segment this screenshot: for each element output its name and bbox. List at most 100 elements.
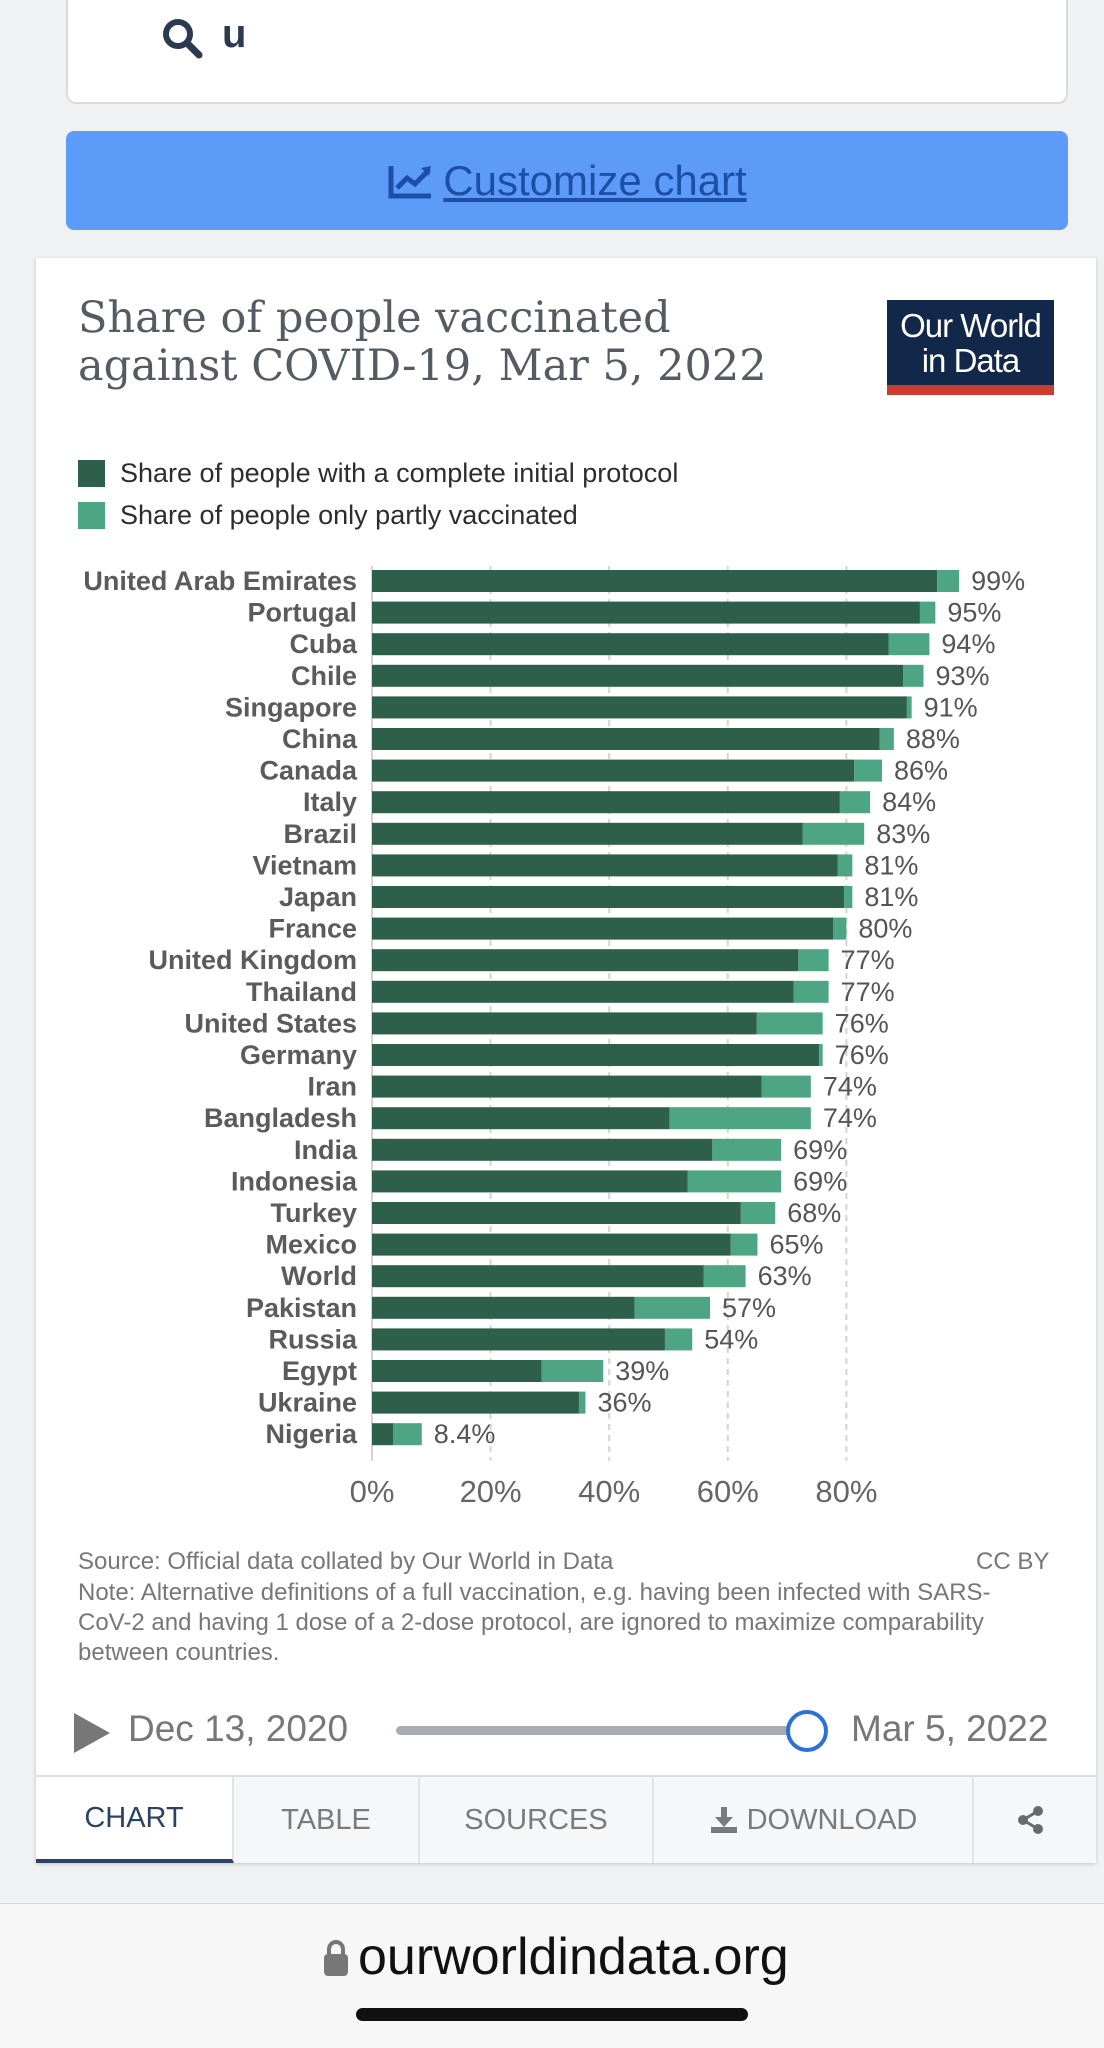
bar-complete — [372, 854, 838, 877]
bar-partly — [703, 1265, 746, 1288]
bar-partly — [669, 1107, 811, 1130]
country-label: Portugal — [247, 598, 357, 628]
bar-partly — [687, 1170, 782, 1193]
timeline-slider[interactable] — [396, 1726, 808, 1735]
value-label: 57% — [722, 1293, 776, 1323]
bar-partly — [541, 1360, 604, 1382]
country-label: Japan — [279, 882, 357, 912]
bar-complete — [372, 1107, 670, 1130]
value-label: 69% — [793, 1166, 847, 1196]
x-tick-label: 0% — [350, 1474, 395, 1509]
browser-url[interactable]: ourworldindata.org — [358, 1928, 789, 1986]
country-label: Thailand — [246, 977, 357, 1007]
value-label: 39% — [615, 1356, 669, 1386]
value-label: 8.4% — [434, 1419, 496, 1449]
bar-complete — [372, 917, 834, 940]
bar-partly — [730, 1233, 758, 1256]
value-label: 76% — [835, 1008, 889, 1038]
bar-partly — [712, 1138, 782, 1161]
customize-chart-button[interactable]: Customize chart — [66, 131, 1068, 230]
search-box[interactable]: u — [66, 0, 1068, 104]
tab-table[interactable]: TABLE — [234, 1777, 420, 1863]
timeline-start-label: Dec 13, 2020 — [128, 1708, 349, 1749]
value-label: 68% — [787, 1198, 841, 1228]
value-label: 77% — [841, 977, 895, 1007]
value-label: 94% — [941, 629, 995, 659]
timeline-handle[interactable] — [786, 1710, 828, 1752]
bar-complete — [372, 601, 920, 624]
bar-partly — [854, 759, 882, 782]
bar-complete — [372, 1423, 394, 1446]
country-label: Brazil — [283, 819, 357, 849]
value-label: 76% — [835, 1040, 889, 1070]
tab-chart[interactable]: CHART — [36, 1777, 234, 1863]
tab-sources[interactable]: SOURCES — [420, 1777, 654, 1863]
tab-download[interactable]: DOWNLOAD — [654, 1777, 974, 1863]
legend-label-partly: Share of people only partly vaccinated — [120, 499, 578, 530]
value-label: 83% — [876, 819, 930, 849]
bar-complete — [372, 1233, 731, 1256]
bar-complete — [372, 886, 845, 908]
x-tick-label: 80% — [815, 1474, 877, 1509]
value-label: 74% — [823, 1103, 877, 1133]
country-label: India — [294, 1135, 358, 1165]
value-label: 77% — [841, 945, 895, 975]
bar-partly — [819, 1044, 823, 1066]
bar-partly — [888, 633, 930, 656]
timeline-end-label: Mar 5, 2022 — [851, 1708, 1049, 1749]
bar-complete — [372, 1012, 757, 1035]
value-label: 93% — [935, 661, 989, 691]
search-icon — [163, 19, 203, 59]
bar-complete — [372, 728, 880, 750]
bar-complete — [372, 1138, 713, 1161]
chart-tabs: CHART TABLE SOURCES DOWNLOAD — [36, 1775, 1096, 1863]
license-link[interactable]: CC BY — [976, 1548, 1050, 1575]
bar-partly — [578, 1391, 586, 1414]
value-label: 80% — [858, 914, 912, 944]
legend-item-complete[interactable]: Share of people with a complete initial … — [78, 458, 678, 488]
lock-icon — [324, 1940, 348, 1976]
country-label: Turkey — [270, 1198, 357, 1228]
bar-partly — [937, 570, 960, 592]
value-label: 91% — [924, 692, 978, 722]
country-label: France — [268, 914, 357, 944]
bar-complete — [372, 1296, 635, 1319]
country-label: Bangladesh — [204, 1103, 357, 1133]
country-label: Nigeria — [265, 1419, 358, 1449]
bar-complete — [372, 570, 938, 592]
bar-complete — [372, 633, 889, 656]
bar-complete — [372, 980, 794, 1003]
bar-partly — [903, 664, 924, 687]
bar-partly — [634, 1296, 711, 1319]
bar-complete — [372, 1202, 741, 1224]
owid-logo[interactable]: Our World in Data — [887, 300, 1054, 395]
bar-partly — [761, 1075, 811, 1098]
country-label: China — [282, 724, 358, 754]
x-tick-label: 40% — [578, 1474, 640, 1509]
country-label: Singapore — [225, 692, 357, 722]
tab-share[interactable] — [974, 1777, 1096, 1863]
chart-title: Share of people vaccinated against COVID… — [78, 293, 767, 391]
country-label: Egypt — [282, 1356, 357, 1386]
country-label: Chile — [291, 661, 357, 691]
value-label: 95% — [947, 598, 1001, 628]
bar-partly — [664, 1328, 693, 1351]
bar-complete — [372, 1044, 820, 1066]
country-label: Germany — [240, 1040, 357, 1070]
bar-complete — [372, 1265, 704, 1288]
legend-label-complete: Share of people with a complete initial … — [120, 457, 679, 488]
country-label: Ukraine — [258, 1388, 357, 1418]
search-input[interactable]: u — [222, 12, 247, 56]
country-label: United Kingdom — [149, 945, 357, 975]
play-icon[interactable] — [74, 1713, 110, 1753]
share-icon — [1018, 1806, 1043, 1834]
bar-partly — [839, 791, 871, 814]
bar-partly — [879, 728, 894, 750]
bar-complete — [372, 822, 803, 845]
bar-chart: United Arab Emirates 99% Portugal 95% Cuba 94… — [83, 566, 1025, 1509]
tab-chart-label: CHART — [84, 1801, 184, 1834]
bar-complete — [372, 664, 904, 687]
bar-complete — [372, 1328, 665, 1351]
country-label: World — [281, 1261, 357, 1291]
legend-item-partly[interactable]: Share of people only partly vaccinated — [78, 500, 578, 530]
